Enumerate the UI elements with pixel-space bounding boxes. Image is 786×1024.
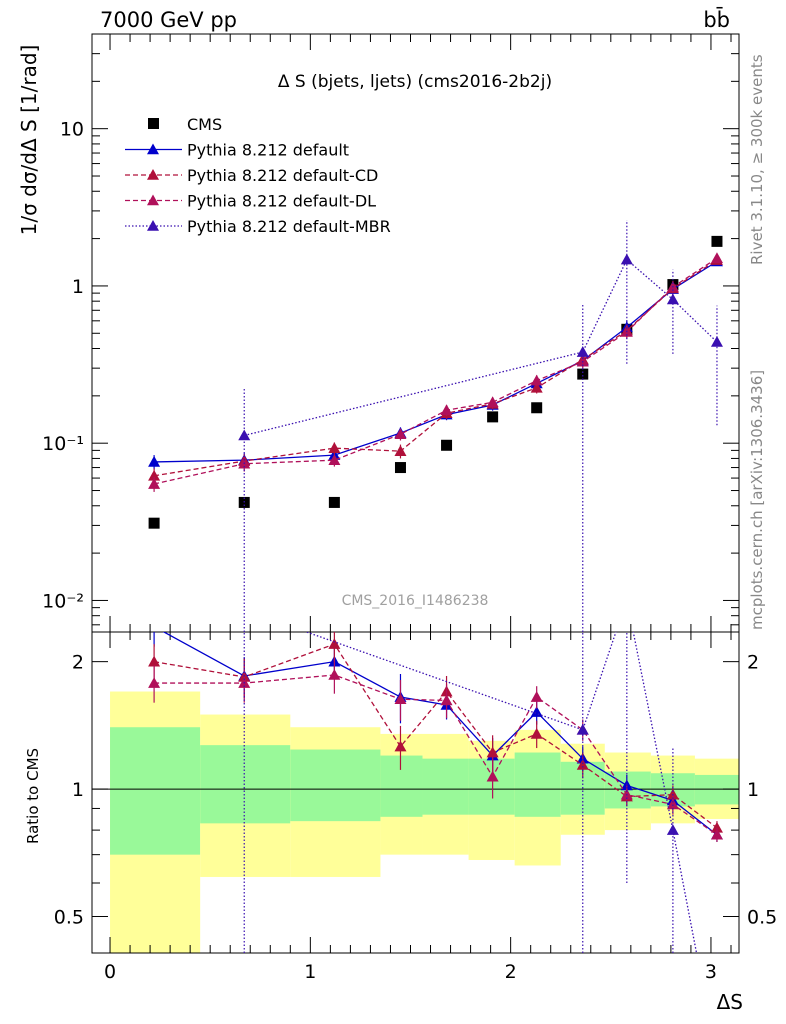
series-marker	[576, 346, 589, 357]
uncertainty-band-inner	[290, 749, 381, 822]
legend-marker	[147, 220, 159, 231]
ratio-y-tick-label: 1	[72, 779, 84, 801]
y-tick-label: 10	[60, 119, 84, 141]
series-marker	[666, 293, 679, 305]
x-axis-label: ΔS	[717, 990, 743, 1014]
ratio-series-marker	[576, 723, 589, 735]
series-marker	[148, 455, 161, 467]
header-left: 7000 GeV pp	[100, 8, 237, 32]
ratio-series-marker	[394, 693, 407, 705]
series-marker	[148, 478, 161, 489]
series-line	[244, 258, 718, 437]
legend-marker	[147, 194, 159, 206]
x-tick-label: 1	[304, 961, 316, 983]
x-tick-label: 3	[705, 961, 717, 983]
ratio-y-tick-label: 0.5	[54, 907, 84, 929]
y-tick-label: 10⁻²	[42, 590, 84, 612]
series-marker	[328, 442, 341, 453]
header-right: bb̄	[703, 7, 730, 32]
legend-label: CMS	[187, 115, 222, 134]
cms-data-point	[148, 517, 160, 529]
uncertainty-band-inner	[422, 758, 469, 815]
ratio-series-marker	[486, 770, 499, 782]
ratio-plot-frame	[91, 631, 740, 954]
uncertainty-band-inner	[514, 752, 561, 817]
series-marker	[530, 381, 543, 393]
ratio-y-tick-label-right: 1	[747, 779, 759, 801]
y-tick-label: 10⁻¹	[42, 433, 84, 455]
ratio-series-marker	[328, 638, 341, 649]
y-tick-label: 1	[72, 276, 84, 298]
legend-label: Pythia 8.212 default-DL	[187, 192, 376, 211]
ratio-series-marker	[394, 740, 407, 752]
cms-data-point	[394, 462, 406, 474]
cms-data-point	[328, 496, 340, 508]
ratio-series-marker	[530, 691, 543, 702]
mcplots-label: mcplots.cern.ch [arXiv:1306.3436]	[748, 370, 766, 630]
legend-label: Pythia 8.212 default	[187, 141, 349, 160]
ratio-series-marker	[530, 727, 543, 739]
ratio-series-marker	[148, 655, 161, 667]
series-line	[153, 259, 718, 477]
legend-label: Pythia 8.212 default-MBR	[187, 217, 391, 236]
ratio-series-marker	[328, 668, 341, 680]
series-marker	[394, 445, 407, 456]
cms-data-point	[577, 368, 589, 380]
uncertainty-band-inner	[694, 774, 739, 805]
legend-label: Pythia 8.212 default-CD	[187, 166, 378, 185]
watermark-label: CMS_2016_I1486238	[342, 593, 489, 609]
x-tick-label: 2	[505, 961, 517, 983]
ratio-series-marker	[666, 824, 679, 835]
ratio-series-line	[304, 632, 698, 953]
series-marker	[710, 336, 723, 347]
legend-marker-cms	[148, 118, 159, 129]
ratio-y-tick-label-right: 0.5	[747, 907, 777, 929]
ratio-series-marker	[530, 706, 543, 717]
ratio-series-marker	[666, 798, 679, 810]
series-marker	[238, 429, 251, 441]
legend-marker	[147, 169, 159, 180]
rivet-label: Rivet 3.1.10, ≥ 300k events	[748, 54, 766, 265]
uncertainty-band-inner	[468, 758, 515, 815]
y-axis-label: 1/σ dσ/dΔ S [1/rad]	[17, 45, 41, 236]
series-marker	[328, 454, 341, 465]
legend: CMS Pythia 8.212 default Pythia 8.212 defa…	[125, 115, 391, 236]
ratio-y-axis-label: Ratio to CMS	[24, 748, 42, 844]
ratio-series-marker	[576, 758, 589, 770]
series-line	[154, 260, 718, 463]
uncertainty-band-inner	[110, 727, 201, 855]
series-marker	[394, 428, 407, 440]
ratio-series-marker	[710, 821, 723, 833]
ratio-y-tick-label-right: 2	[747, 652, 759, 674]
cms-data-point	[441, 439, 453, 451]
series-line	[153, 257, 718, 485]
cms-data-point	[531, 402, 543, 414]
series-marker	[486, 396, 499, 408]
ratio-series-marker	[710, 828, 723, 840]
uncertainty-band-inner	[200, 745, 291, 824]
ratio-series-marker	[486, 746, 499, 758]
series-marker	[620, 253, 633, 265]
ratio-series-marker	[440, 694, 453, 706]
series-marker	[148, 469, 161, 481]
legend-marker	[147, 143, 159, 155]
series-marker	[530, 374, 543, 386]
plot-title: Δ S (bjets, ljets) (cms2016-2b2j)	[278, 72, 552, 92]
cms-data-point	[487, 411, 499, 423]
cms-data-point	[711, 235, 723, 247]
x-tick-label: 0	[104, 961, 116, 983]
uncertainty-band-inner	[380, 755, 423, 817]
series-marker	[440, 404, 453, 416]
ratio-series-marker	[148, 677, 161, 688]
series-marker	[710, 252, 723, 264]
ratio-y-tick-label: 2	[72, 652, 84, 674]
